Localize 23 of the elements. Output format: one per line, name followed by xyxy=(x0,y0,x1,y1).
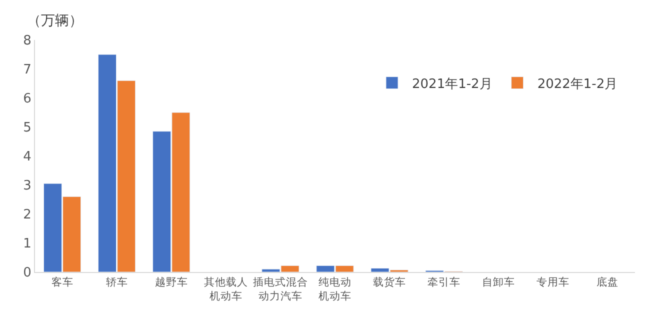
y-axis-title: （万辆） xyxy=(27,13,83,29)
x-tick-label: 载货车 xyxy=(373,276,406,289)
x-tick-label: 自卸车 xyxy=(482,276,516,289)
x-tick-label: 专用车 xyxy=(536,276,570,289)
y-tick-label: 8 xyxy=(23,34,32,49)
x-tick-label: 轿车 xyxy=(106,276,128,289)
y-tick-label: 2 xyxy=(23,208,32,223)
y-tick-label: 1 xyxy=(23,236,32,252)
y-tick-label: 5 xyxy=(23,120,32,136)
x-tick-label: 越野车 xyxy=(154,276,188,289)
x-tick-label: 其他载人机动车 xyxy=(204,276,248,302)
y-tick-label: 0 xyxy=(23,266,32,281)
y-tick-label: 7 xyxy=(23,62,32,78)
x-tick-label: 插电式混合动力汽车 xyxy=(252,276,308,302)
legend-label: 2021年1-2月 xyxy=(412,76,492,92)
legend-label: 2022年1-2月 xyxy=(537,76,618,92)
x-tick-label: 纯电动机动车 xyxy=(318,276,352,302)
x-tick-label: 客车 xyxy=(51,276,74,289)
x-tick-label: 底盘 xyxy=(596,276,619,289)
y-tick-label: 4 xyxy=(23,150,32,165)
y-tick-label: 6 xyxy=(23,92,32,107)
x-tick-label: 牵引车 xyxy=(428,276,461,289)
y-tick-label: 3 xyxy=(23,178,32,194)
